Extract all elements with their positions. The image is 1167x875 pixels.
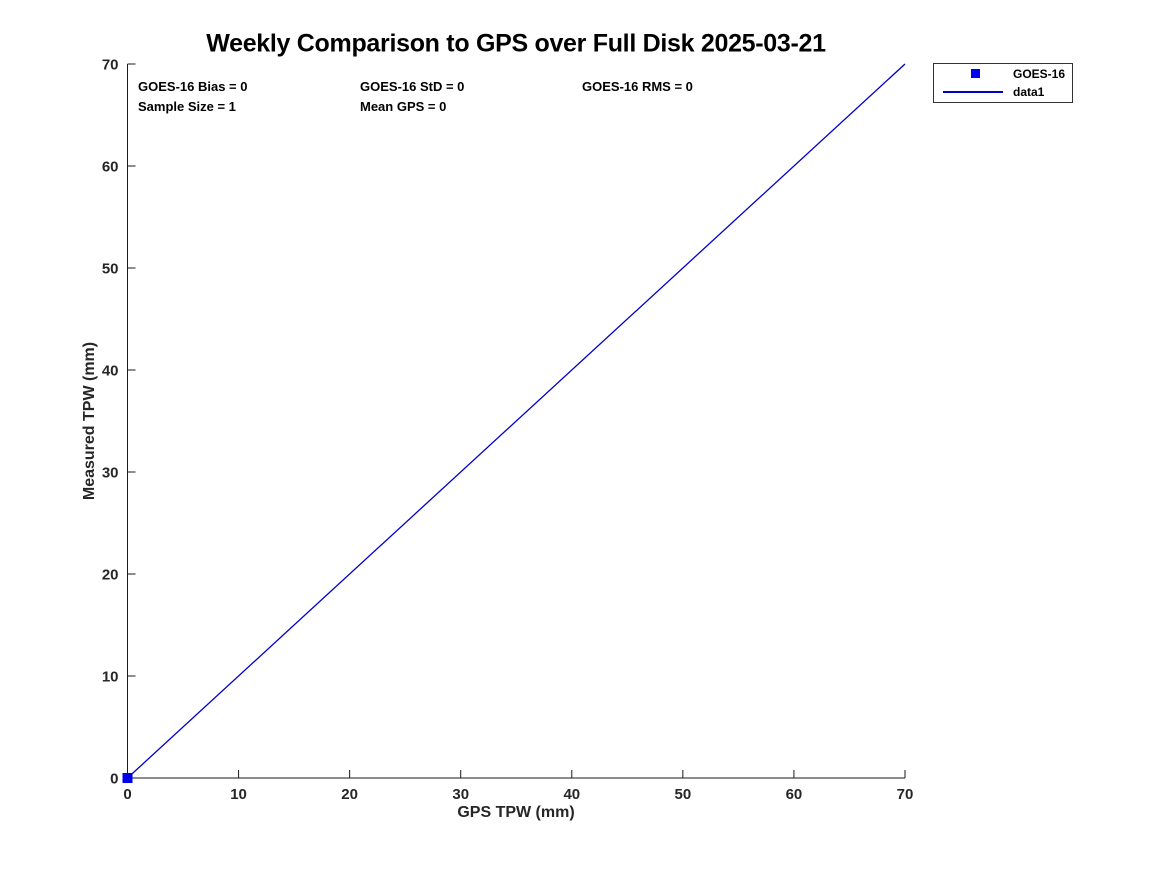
x-tick-label: 50 (675, 786, 692, 803)
legend-line-icon (943, 91, 1003, 93)
legend-icon-area (934, 66, 1013, 82)
x-tick-label: 60 (786, 786, 803, 803)
y-tick-label: 70 (102, 57, 119, 74)
annotation-bias: GOES-16 Bias = 0 (138, 79, 248, 94)
y-tick-label: 20 (102, 567, 119, 584)
legend-square-marker-icon (971, 69, 980, 78)
y-tick-label: 0 (110, 771, 118, 788)
y-tick-label: 10 (102, 669, 119, 686)
legend-entry-data1: data1 (934, 84, 1072, 100)
x-tick-label: 30 (452, 786, 469, 803)
y-axis-label: Measured TPW (mm) (81, 341, 98, 501)
x-axis-label: GPS TPW (mm) (457, 804, 575, 821)
y-tick-label: 40 (102, 363, 119, 380)
legend-entry-goes16: GOES-16 (934, 66, 1072, 82)
annotation-rms: GOES-16 RMS = 0 (582, 79, 693, 94)
chart-title: Weekly Comparison to GPS over Full Disk … (206, 29, 826, 58)
legend: GOES-16 data1 (933, 63, 1073, 103)
x-tick-label: 40 (563, 786, 580, 803)
x-tick-label: 70 (897, 786, 914, 803)
x-tick-label: 20 (341, 786, 358, 803)
legend-icon-area (934, 84, 1013, 100)
annotation-std: GOES-16 StD = 0 (360, 79, 465, 94)
y-tick-label: 50 (102, 261, 119, 278)
annotation-mean-gps: Mean GPS = 0 (360, 99, 447, 114)
legend-label-data1: data1 (1013, 85, 1045, 99)
series-line-data1 (127, 63, 906, 779)
x-tick-label: 0 (123, 786, 131, 803)
y-tick-label: 60 (102, 159, 119, 176)
x-tick-label: 10 (230, 786, 247, 803)
annotation-sample-size: Sample Size = 1 (138, 99, 236, 114)
legend-label-goes16: GOES-16 (1013, 67, 1066, 81)
y-tick-label: 30 (102, 465, 119, 482)
